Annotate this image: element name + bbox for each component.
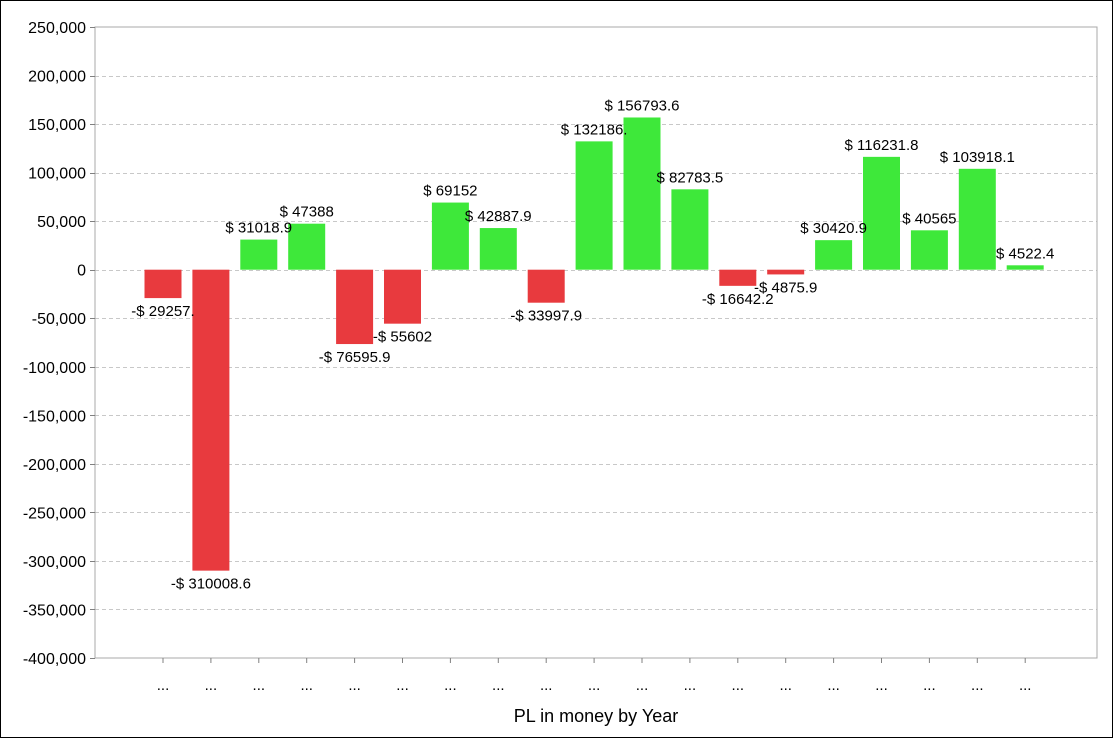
y-tick-label: 0 xyxy=(77,263,86,280)
data-label: $ 31018.9 xyxy=(225,220,292,237)
y-tick-label: -50,000 xyxy=(32,311,86,328)
x-tick-label: ... xyxy=(923,677,936,694)
y-tick-label: -200,000 xyxy=(23,457,86,474)
data-label: $ 132186. xyxy=(561,121,628,138)
bar xyxy=(575,141,613,270)
y-tick-label: -300,000 xyxy=(23,554,86,571)
x-tick-label: ... xyxy=(300,677,313,694)
x-tick-label: ... xyxy=(253,677,266,694)
bar xyxy=(144,269,182,299)
x-tick-label: ... xyxy=(875,677,888,694)
bar xyxy=(288,223,326,270)
data-label: -$ 33997.9 xyxy=(510,308,582,325)
data-label: $ 156793.6 xyxy=(604,97,679,114)
data-label: $ 69152 xyxy=(423,183,477,200)
bar xyxy=(384,269,421,324)
y-tick-label: -100,000 xyxy=(23,360,86,377)
x-tick-label: ... xyxy=(396,677,409,694)
y-tick-label: -250,000 xyxy=(23,505,86,522)
data-label: -$ 4875.9 xyxy=(754,279,817,296)
x-tick-label: ... xyxy=(779,677,792,694)
x-tick-label: ... xyxy=(1019,677,1032,694)
bar xyxy=(815,240,853,270)
data-label: $ 4522.4 xyxy=(996,245,1054,262)
x-tick-label: ... xyxy=(684,677,697,694)
data-label: -$ 29257. xyxy=(131,303,194,320)
x-tick-label: ... xyxy=(588,677,601,694)
y-tick-label: -400,000 xyxy=(23,651,86,668)
x-tick-label: ... xyxy=(636,677,649,694)
bar xyxy=(719,269,757,286)
x-tick-label: ... xyxy=(444,677,457,694)
data-label: $ 30420.9 xyxy=(800,220,867,237)
y-tick-label: -150,000 xyxy=(23,408,86,425)
y-tick-label: 50,000 xyxy=(37,214,86,231)
x-tick-label: ... xyxy=(157,677,170,694)
bar xyxy=(767,269,805,275)
bar xyxy=(240,239,278,270)
y-tick-label: 200,000 xyxy=(28,69,86,86)
bar xyxy=(527,269,565,303)
data-labels: -$ 29257. -$ 310008.6 $ 31018.9$ 47388 -$ 7… xyxy=(131,97,1054,592)
bar xyxy=(863,156,900,270)
bar xyxy=(431,202,469,270)
x-tick-label: ... xyxy=(827,677,840,694)
data-label: -$ 76595.9 xyxy=(319,349,391,366)
x-tick-label: ... xyxy=(205,677,218,694)
data-label: $ 47388 xyxy=(280,204,334,221)
bar xyxy=(479,228,517,270)
bar xyxy=(671,189,709,270)
data-label: -$ 55602 xyxy=(373,329,432,346)
axes: -400,000 -350,000 -300,000 -250,000 -200,000… xyxy=(23,20,1032,694)
bar xyxy=(623,117,661,270)
bar xyxy=(958,168,996,270)
x-tick-label: ... xyxy=(492,677,505,694)
data-label: $ 116231.8 xyxy=(845,137,919,154)
bars xyxy=(144,117,1044,571)
data-label: $ 40565 xyxy=(902,210,956,227)
x-tick-label: ... xyxy=(348,677,361,694)
x-axis-title: PL in money by Year xyxy=(514,706,678,726)
y-tick-label: 100,000 xyxy=(28,166,86,183)
x-tick-label: ... xyxy=(732,677,745,694)
y-tick-label: 250,000 xyxy=(28,20,86,37)
y-tick-label: 150,000 xyxy=(28,117,86,134)
bar xyxy=(192,269,230,571)
bar xyxy=(1006,265,1044,270)
data-label: $ 103918.1 xyxy=(940,149,1015,166)
data-label: -$ 310008.6 xyxy=(171,576,251,593)
bar xyxy=(910,230,948,270)
plot-area xyxy=(94,26,1098,659)
data-label: $ 42887.9 xyxy=(465,208,532,225)
bar xyxy=(336,269,374,345)
y-tick-label: -350,000 xyxy=(23,602,86,619)
data-label: -$ 16642.2 xyxy=(702,291,774,308)
data-label: $ 82783.5 xyxy=(657,169,724,186)
x-tick-label: ... xyxy=(971,677,984,694)
x-tick-label: ... xyxy=(540,677,553,694)
